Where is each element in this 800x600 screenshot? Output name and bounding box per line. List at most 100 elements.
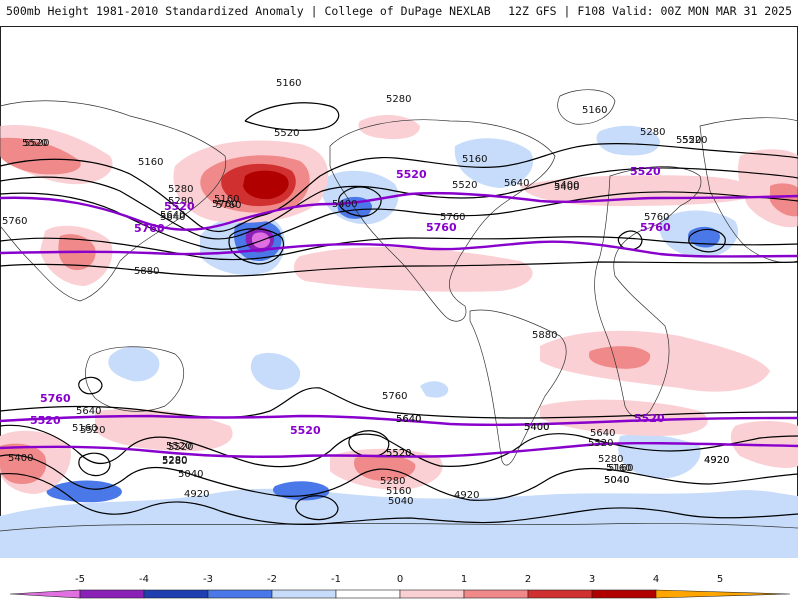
contour-line bbox=[78, 452, 111, 477]
contour-label: 5160 bbox=[386, 486, 411, 497]
contour-label: 5520 bbox=[24, 138, 49, 149]
contour-label: 5520 bbox=[168, 442, 193, 453]
colorbar-tick-label: -4 bbox=[139, 574, 149, 585]
contour-label: 5520 bbox=[386, 448, 411, 459]
colorbar-tick-label: -2 bbox=[267, 574, 277, 585]
contour-label: 5280 bbox=[380, 476, 405, 487]
neg1-region bbox=[420, 381, 449, 398]
contour-label: 5160 bbox=[608, 463, 633, 474]
pos1-region bbox=[540, 330, 770, 392]
contour-line bbox=[244, 102, 340, 131]
contour-label: 5040 bbox=[604, 475, 629, 486]
pos2-region bbox=[0, 137, 81, 175]
colorbar-tick-label: 5 bbox=[717, 574, 723, 585]
colorbar-segment bbox=[335, 589, 401, 599]
neg1-region bbox=[108, 346, 160, 382]
contour-label: 5280 bbox=[386, 94, 411, 105]
contour-label: 5160 bbox=[582, 105, 607, 116]
colorbar-arrow-low bbox=[9, 589, 81, 599]
contour-label: 5640 bbox=[504, 178, 529, 189]
contour-label: 4920 bbox=[704, 455, 729, 466]
contour-line bbox=[0, 191, 798, 250]
contour-label: 5160 bbox=[72, 423, 97, 434]
contour-label: 5520 bbox=[80, 425, 105, 436]
contour-label: 5760 bbox=[212, 199, 237, 210]
pos1-region bbox=[540, 399, 708, 436]
contour-5760-nh bbox=[0, 240, 798, 258]
contour-label: 5160 bbox=[462, 154, 487, 165]
contour-label: 5160 bbox=[138, 157, 163, 168]
neg2-region bbox=[46, 480, 122, 503]
contour-line bbox=[0, 261, 798, 277]
contour-label: 5520 bbox=[22, 138, 47, 149]
contour-label: 5640 bbox=[396, 414, 421, 425]
asia-east-outline bbox=[699, 117, 798, 263]
greenland-outline bbox=[557, 89, 616, 125]
pos2-region bbox=[588, 346, 651, 369]
contour-label: 5400 bbox=[554, 182, 579, 193]
contour-5760-label: 5760 bbox=[426, 221, 457, 234]
colorbar-segment bbox=[591, 589, 657, 599]
map-title: 500mb Height 1981-2010 Standardized Anom… bbox=[6, 4, 491, 18]
contour-label: 5040 bbox=[604, 475, 629, 486]
colorbar-segment bbox=[79, 589, 145, 599]
contour-line bbox=[295, 495, 339, 521]
neg1-region bbox=[454, 138, 534, 188]
contour-label: 5280 bbox=[168, 196, 193, 207]
contour-label: 5520 bbox=[452, 180, 477, 191]
contour-line bbox=[0, 387, 798, 419]
antarctica-outline bbox=[0, 523, 798, 532]
contour-label: 5520 bbox=[166, 441, 191, 452]
contour-label: 5280 bbox=[162, 455, 187, 466]
contour-label: 5640 bbox=[160, 210, 185, 221]
contour-label: 5880 bbox=[134, 266, 159, 277]
colorbar-segment bbox=[271, 589, 337, 599]
contour-5760-sh bbox=[0, 414, 798, 427]
contour-line bbox=[348, 430, 390, 457]
colorbar: -5 -4 -3 -2 -1 0 1 2 3 4 5 bbox=[9, 574, 791, 599]
colorbar-tick-label: -5 bbox=[75, 574, 85, 585]
contour-label: 5520 bbox=[386, 448, 411, 459]
contour-label: 5760 bbox=[382, 391, 407, 402]
pos4-region bbox=[243, 170, 289, 200]
contour-label: 5400 bbox=[332, 199, 357, 210]
contour-label: 5640 bbox=[76, 406, 101, 417]
contour-label: 5160 bbox=[276, 78, 301, 89]
contour-label: 5040 bbox=[178, 469, 203, 480]
contour-label: 5280 bbox=[162, 456, 187, 467]
contour-5760-label: 5760 bbox=[640, 221, 671, 234]
contour-label: 5400 bbox=[8, 453, 33, 464]
contour-line bbox=[0, 143, 798, 232]
contour-label: 4920 bbox=[454, 490, 479, 501]
contour-label: 5520 bbox=[274, 128, 299, 139]
colorbar-segment bbox=[527, 589, 593, 599]
contour-line bbox=[0, 167, 798, 240]
contour-line bbox=[617, 230, 643, 251]
australia-outline bbox=[85, 346, 184, 412]
contour-label: 5760 bbox=[216, 200, 241, 211]
contour-label: 5760 bbox=[2, 216, 27, 227]
contour-5520-nh bbox=[0, 191, 798, 231]
contour-label: 5400 bbox=[524, 422, 549, 433]
anomaly-shading bbox=[0, 114, 798, 558]
colorbar-tick-label: 3 bbox=[589, 574, 595, 585]
colorbar-segment bbox=[399, 589, 465, 599]
contour-label: 5760 bbox=[644, 212, 669, 223]
anomaly-map: 5160 5280 5160 5280 5520 5160 5520 5280 … bbox=[0, 78, 798, 558]
contour-label: 5400 bbox=[524, 422, 549, 433]
highlight-contour-labels: 5520 5520 5520 5760 5760 5760 5760 5520 … bbox=[30, 165, 671, 437]
contour-5520-label: 5520 bbox=[290, 424, 321, 437]
contour-label: 5760 bbox=[440, 212, 465, 223]
contour-label: 5400 bbox=[554, 180, 579, 191]
colorbar-segments bbox=[9, 589, 791, 599]
asia-outline bbox=[0, 100, 227, 302]
contour-line bbox=[0, 236, 798, 261]
colorbar-ticks: -5 -4 -3 -2 -1 0 1 2 3 4 5 bbox=[75, 574, 723, 585]
colorbar-tick-label: -3 bbox=[203, 574, 213, 585]
highlight-contours bbox=[0, 191, 798, 458]
contour-line bbox=[228, 228, 284, 265]
contour-line bbox=[688, 228, 726, 253]
contour-label: 5880 bbox=[532, 330, 557, 341]
contour-label: 5640 bbox=[396, 414, 421, 425]
contour-label: 5640 bbox=[590, 428, 615, 439]
